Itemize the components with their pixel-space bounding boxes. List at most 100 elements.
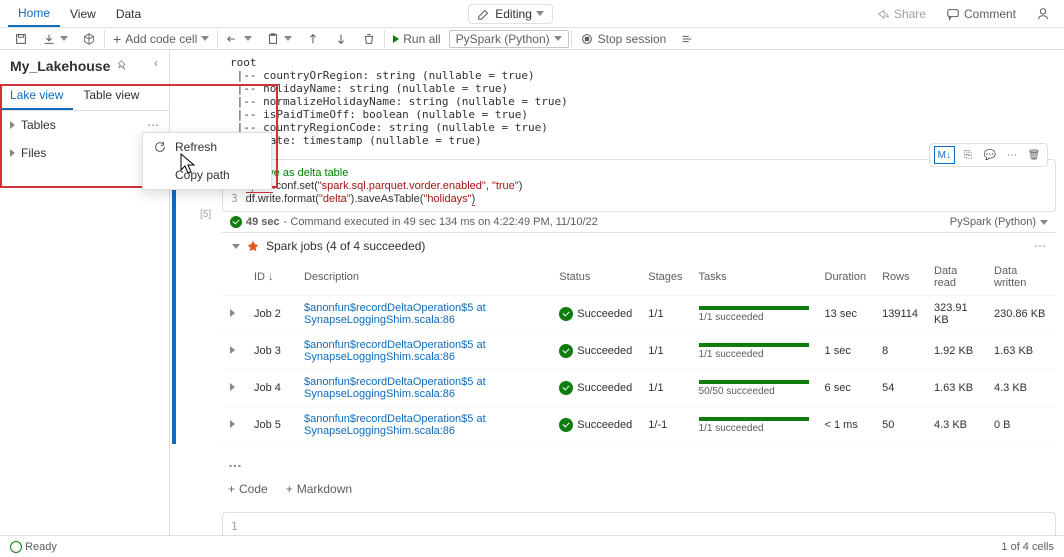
comment-button[interactable]: Comment [940, 4, 1022, 24]
chevron-down-icon [284, 36, 292, 41]
col-status[interactable]: Status [551, 259, 640, 296]
job-rows: 54 [874, 370, 926, 407]
tab-lake-view[interactable]: Lake view [0, 82, 73, 110]
ctx-copy-path[interactable]: Copy path [143, 161, 271, 189]
stop-session-button[interactable]: Stop session [574, 29, 673, 49]
job-status: Succeeded [559, 418, 632, 432]
more-icon[interactable]: ⋯ [1034, 239, 1046, 253]
cell-comment-button[interactable]: 💬 [981, 146, 999, 164]
tab-table-view[interactable]: Table view [73, 82, 149, 110]
comment-label: Comment [964, 7, 1016, 21]
col-rows[interactable]: Rows [874, 259, 926, 296]
download-icon [42, 32, 56, 46]
cell-delete-button[interactable]: 🗑 [1025, 146, 1043, 164]
expand-icon[interactable] [230, 346, 235, 354]
person-icon [1036, 7, 1050, 21]
share-button[interactable]: Share [870, 4, 932, 24]
expand-icon[interactable] [230, 309, 235, 317]
stop-icon [580, 32, 594, 46]
tab-home[interactable]: Home [8, 0, 60, 27]
col-written[interactable]: Data written [986, 259, 1056, 296]
move-up-button[interactable] [300, 29, 326, 49]
sidebar-tabs: Lake view Table view [0, 82, 169, 111]
job-tasks: 1/1 succeeded [699, 343, 809, 360]
col-stages[interactable]: Stages [640, 259, 690, 296]
cell-body[interactable]: 123 # Save as delta table spark.conf.set… [222, 159, 1056, 212]
job-row[interactable]: Job 3 $anonfun$recordDeltaOperation$5 at … [222, 333, 1056, 370]
job-id: Job 3 [246, 333, 296, 370]
add-code-cell-button[interactable]: +Add code cell [107, 29, 215, 49]
job-desc-link[interactable]: $anonfun$recordDeltaOperation$5 at Synap… [304, 339, 486, 363]
job-tasks: 50/50 succeeded [699, 380, 809, 397]
job-status: Succeeded [559, 381, 632, 395]
col-read[interactable]: Data read [926, 259, 986, 296]
undo-button[interactable] [220, 29, 258, 49]
job-desc-link[interactable]: $anonfun$recordDeltaOperation$5 at Synap… [304, 413, 486, 437]
spark-jobs-section: Spark jobs (4 of 4 succeeded) ⋯ ID ↓ Des… [222, 232, 1056, 444]
cell-toolbar: M↓ ⎘ 💬 ⋯ 🗑 [929, 143, 1048, 167]
arrow-up-icon [306, 32, 320, 46]
people-button[interactable] [1030, 4, 1056, 24]
chevron-down-icon [232, 244, 240, 249]
paste-button[interactable] [260, 29, 298, 49]
main: ‹ My_Lakehouse Lake view Table view Tabl… [0, 50, 1064, 535]
empty-cell-body[interactable]: 1 Press shift + enter to run [222, 512, 1056, 535]
cube-button[interactable] [76, 29, 102, 49]
expand-icon[interactable] [230, 383, 235, 391]
tab-view[interactable]: View [60, 0, 106, 27]
add-markdown-button[interactable]: +Markdown [286, 482, 352, 496]
cell-more-button[interactable]: ⋯ [1003, 146, 1021, 164]
comment-icon [946, 7, 960, 21]
col-desc[interactable]: Description [296, 259, 551, 296]
job-row[interactable]: Job 4$anonfun$recordDeltaOperation$5 at … [222, 370, 1056, 407]
cell-gutter [172, 159, 176, 444]
chevron-right-icon [10, 121, 15, 129]
code-editor[interactable]: # Save as delta table spark.conf.set("sp… [246, 166, 523, 205]
cell-copy-button[interactable]: ⎘ [959, 146, 977, 164]
notebook-content: root |-- countryOrRegion: string (nullab… [170, 50, 1064, 535]
col-dur[interactable]: Duration [817, 259, 875, 296]
spark-jobs-header[interactable]: Spark jobs (4 of 4 succeeded) ⋯ [222, 233, 1056, 259]
variables-icon [680, 32, 694, 46]
col-tasks[interactable]: Tasks [691, 259, 817, 296]
toolbar: +Add code cell Run all PySpark (Python) … [0, 28, 1064, 50]
ctx-refresh[interactable]: Refresh [143, 133, 271, 161]
cell-count: 1 of 4 cells [1001, 541, 1054, 553]
language-select[interactable]: PySpark (Python) [449, 30, 569, 48]
cell-lang-button[interactable]: M↓ [934, 146, 955, 164]
play-icon [393, 35, 399, 43]
check-icon [230, 216, 242, 228]
job-desc-link[interactable]: $anonfun$recordDeltaOperation$5 at Synap… [304, 302, 486, 326]
menu-bar: Home View Data Editing Share Comment [0, 0, 1064, 28]
job-row[interactable]: Job 5$anonfun$recordDeltaOperation$5 at … [222, 407, 1056, 444]
refresh-icon [153, 140, 167, 154]
check-icon [559, 418, 573, 432]
chevron-down-icon[interactable] [1040, 220, 1048, 225]
more-icon[interactable]: ⋯ [147, 118, 159, 132]
clipboard-icon [266, 32, 280, 46]
run-all-button[interactable]: Run all [387, 29, 446, 49]
job-row[interactable]: Job 2 $anonfun$recordDeltaOperation$5 at … [222, 296, 1056, 333]
save-button[interactable] [8, 29, 34, 49]
move-down-button[interactable] [328, 29, 354, 49]
job-status: Succeeded [559, 307, 632, 321]
job-read: 1.92 KB [926, 333, 986, 370]
download-button[interactable] [36, 29, 74, 49]
lakehouse-title: My_Lakehouse [0, 50, 169, 82]
expand-icon[interactable] [230, 420, 235, 428]
delete-cell-button[interactable] [356, 29, 382, 49]
variables-button[interactable] [674, 29, 700, 49]
editing-mode-pill[interactable]: Editing [468, 4, 553, 24]
job-desc-link[interactable]: $anonfun$recordDeltaOperation$5 at Synap… [304, 376, 486, 400]
job-id: Job 2 [246, 296, 296, 333]
job-read: 1.63 KB [926, 370, 986, 407]
collapse-sidebar-button[interactable]: ‹ [147, 54, 165, 72]
col-id[interactable]: ID ↓ [246, 259, 296, 296]
lakehouse-name: My_Lakehouse [10, 58, 110, 74]
tab-data[interactable]: Data [106, 0, 151, 27]
job-rows: 139114 [874, 296, 926, 333]
add-code-button[interactable]: +Code [228, 482, 268, 496]
spark-jobs-table: ID ↓ Description Status Stages Tasks Dur… [222, 259, 1056, 444]
chevron-down-icon [554, 36, 562, 41]
pin-icon[interactable] [116, 59, 130, 73]
